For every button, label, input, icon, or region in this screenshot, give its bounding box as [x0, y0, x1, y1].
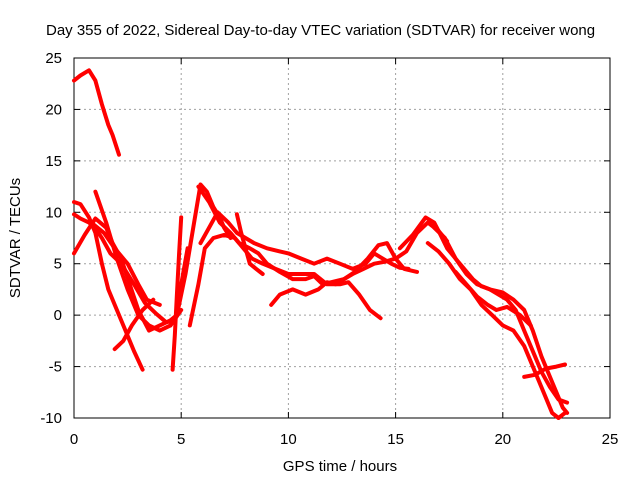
- y-axis-label: SDTVAR / TECUs: [7, 178, 24, 298]
- chart-title: Day 355 of 2022, Sidereal Day-to-day VTE…: [46, 22, 595, 39]
- x-tick-label: 10: [280, 431, 297, 448]
- series-line-s18: [453, 269, 533, 328]
- series-line-s8: [170, 215, 184, 372]
- y-tick-label: 5: [54, 256, 62, 273]
- series-layer: [72, 68, 570, 420]
- x-tick-label: 5: [177, 431, 185, 448]
- y-tick-label: -10: [40, 410, 62, 427]
- series-line-s12: [187, 232, 383, 328]
- series-line-s14: [269, 220, 450, 307]
- x-tick-label: 0: [70, 431, 78, 448]
- x-tick-label: 25: [602, 431, 619, 448]
- y-tick-label: 10: [45, 204, 62, 221]
- y-tick-label: 15: [45, 153, 62, 170]
- x-tick-label: 15: [387, 431, 404, 448]
- series-line-s2: [72, 200, 145, 372]
- y-tick-label: -5: [49, 359, 62, 376]
- y-tick-label: 0: [54, 307, 62, 324]
- y-tick-label: 25: [45, 50, 62, 67]
- series-line-s17: [425, 241, 567, 420]
- plot-frame: [73, 57, 611, 419]
- x-tick-label: 20: [494, 431, 511, 448]
- series-line-s11: [198, 210, 411, 271]
- series-line-s16: [432, 225, 570, 415]
- y-axis-ticks: 25 20 15 10 5 0 -5 -10: [40, 50, 610, 427]
- x-axis-label: GPS time / hours: [283, 458, 397, 475]
- series-line-s6: [89, 220, 162, 307]
- y-tick-label: 20: [45, 101, 62, 118]
- series-line-s19: [522, 362, 567, 379]
- series-line-s13: [234, 212, 265, 276]
- series-line-s1: [72, 68, 121, 157]
- series-line-s15: [397, 215, 570, 405]
- series-line-s4: [72, 216, 190, 333]
- x-axis-ticks: 0 5 10 15 20 25: [70, 58, 619, 448]
- series-line-s7: [112, 297, 156, 352]
